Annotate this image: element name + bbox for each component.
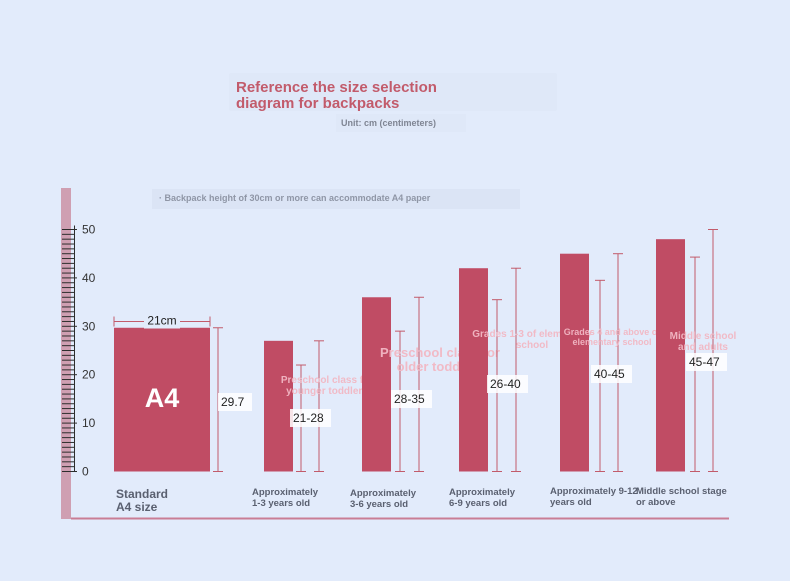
title-box xyxy=(229,73,557,111)
range-label-bg xyxy=(218,393,252,411)
bar-group-label: Grades 1-3 of elementary school xyxy=(472,329,592,351)
range-label-bg xyxy=(290,409,331,427)
axis-rail xyxy=(61,188,71,519)
unit-label: Unit: cm (centimeters) xyxy=(336,114,466,132)
range-label: 29.7 xyxy=(221,395,245,409)
bar xyxy=(264,340,293,472)
category-label: Approximately 3-6 years old xyxy=(350,488,417,510)
bar-group-label: Grades 4 and above of elementary school xyxy=(564,327,662,347)
category-label: Approximately 1-3 years old xyxy=(252,487,319,509)
width-label: 21cm xyxy=(147,314,176,328)
bar xyxy=(114,327,210,472)
range-label-bg xyxy=(487,375,528,393)
category-label: Standard A4 size xyxy=(116,487,168,514)
range-label: 21-28 xyxy=(293,411,324,425)
y-tick-label: 10 xyxy=(82,416,96,430)
bar xyxy=(459,268,488,472)
range-label: 28-35 xyxy=(394,392,425,406)
range-label: 40-45 xyxy=(594,367,625,381)
bar-group-label: Preschool class for younger toddlers xyxy=(281,375,373,397)
y-tick-label: 30 xyxy=(82,319,96,333)
category-label: Approximately 6-9 years old xyxy=(449,487,516,509)
range-label-bg xyxy=(686,353,727,371)
y-tick-label: 50 xyxy=(82,223,96,237)
y-tick-label: 0 xyxy=(82,465,89,479)
category-label: Approximately 9-12 years old xyxy=(550,486,638,508)
bar xyxy=(656,239,685,472)
range-label: 45-47 xyxy=(689,355,720,369)
category-label: Middle school stage or above xyxy=(636,486,727,508)
bar-group-label: Middle school and adults xyxy=(670,331,737,353)
chart-title: Reference the size selection diagram for… xyxy=(236,79,437,112)
bar xyxy=(560,253,589,472)
y-tick-label: 40 xyxy=(82,271,96,285)
range-label: 26-40 xyxy=(490,377,521,391)
range-label-bg xyxy=(591,365,632,383)
bar xyxy=(362,297,391,472)
a4-label: A4 xyxy=(145,383,180,413)
a4-note: · Backpack height of 30cm or more can ac… xyxy=(152,189,520,209)
width-label-bg xyxy=(144,312,180,329)
y-tick-label: 20 xyxy=(82,368,96,382)
range-label-bg xyxy=(391,390,432,408)
